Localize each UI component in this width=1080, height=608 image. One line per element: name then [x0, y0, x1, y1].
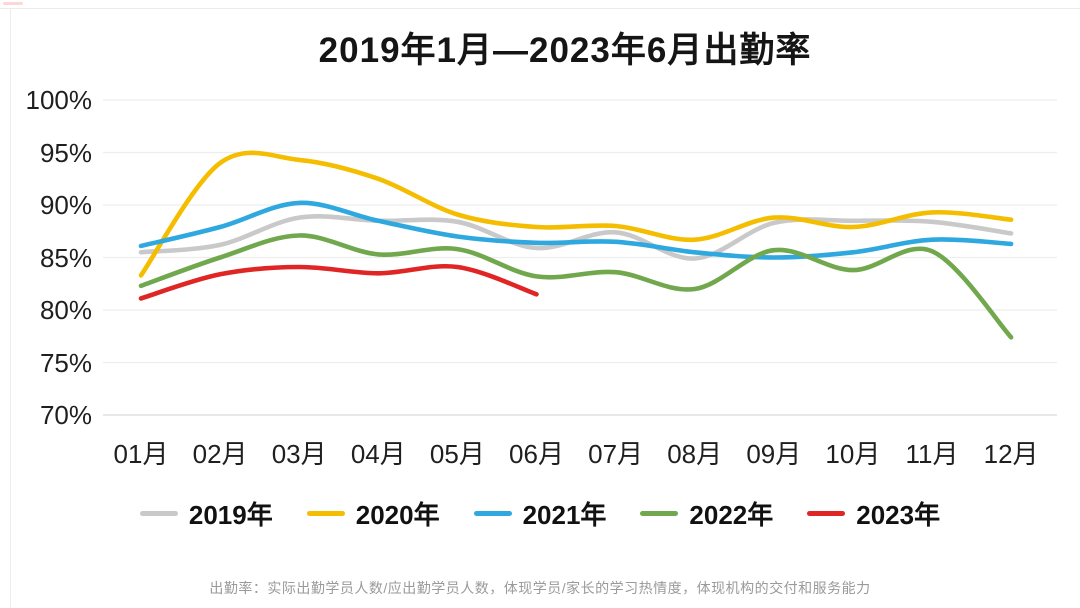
corner-artifact [3, 2, 23, 5]
x-tick-label-7: 07月 [588, 439, 644, 469]
x-tick-label-8: 08月 [667, 439, 723, 469]
legend-label: 2020年 [355, 500, 440, 530]
legend-item-2022年: 2022年 [640, 495, 773, 532]
series-line-2023年 [138, 264, 539, 301]
chart-legend: 2019年 2020年 2021年 2022年 2023年 [0, 495, 1080, 532]
series-line-2020年 [138, 150, 1014, 278]
y-tick-label-100: 100% [25, 85, 93, 115]
legend-swatch-icon [139, 511, 178, 516]
y-tick-label-95: 95% [39, 137, 92, 168]
x-tick-label-1: 01月 [113, 439, 169, 469]
y-tick-label-70: 70% [39, 400, 92, 430]
y-axis: 100% 95% 90% 85% 80% 75% 70% [0, 0, 93, 470]
x-tick-label-10: 10月 [825, 439, 881, 469]
legend-label: 2023年 [856, 500, 941, 530]
x-tick-label-5: 05月 [429, 439, 485, 469]
x-tick-label-4: 04月 [350, 439, 406, 469]
page-frame-top-border [0, 8, 1080, 9]
legend-label: 2019年 [188, 500, 273, 530]
legend-swatch-icon [807, 511, 846, 516]
legend-item-2021年: 2021年 [473, 495, 607, 532]
x-tick-label-9: 09月 [746, 439, 802, 469]
x-tick-label-2: 02月 [192, 439, 248, 469]
legend-label: 2022年 [689, 500, 774, 530]
x-tick-label-3: 03月 [271, 439, 327, 469]
series-line-2021年 [138, 200, 1014, 260]
legend-label: 2021年 [522, 500, 607, 530]
x-axis: 01月 02月 03月 04月 05月 06月 07月 08月 09月 10月 11月 12月 [0, 438, 1080, 474]
legend-item-2023年: 2023年 [807, 495, 940, 532]
legend-item-2020年: 2020年 [306, 495, 440, 532]
chart-footnote: 出勤率：实际出勤学员人数/应出勤学员人数，体现学员/家长的学习热情度，体现机构的… [209, 580, 871, 596]
x-tick-label-6: 06月 [509, 439, 564, 469]
series-line-2022年 [138, 233, 1014, 340]
chart-title: 2019年1月—2023年6月出勤率 [318, 31, 812, 70]
legend-item-2019年: 2019年 [139, 495, 273, 532]
y-tick-label-80: 80% [39, 295, 92, 325]
legend-swatch-icon [306, 511, 345, 516]
y-tick-label-75: 75% [39, 347, 92, 378]
legend-swatch-icon [640, 511, 679, 516]
legend-swatch-icon [473, 511, 512, 516]
page-frame-left-border [10, 8, 11, 608]
y-tick-label-90: 90% [39, 190, 92, 220]
y-tick-label-85: 85% [39, 242, 92, 273]
x-tick-label-12: 12月 [983, 439, 1039, 469]
x-tick-label-11: 11月 [905, 439, 959, 469]
